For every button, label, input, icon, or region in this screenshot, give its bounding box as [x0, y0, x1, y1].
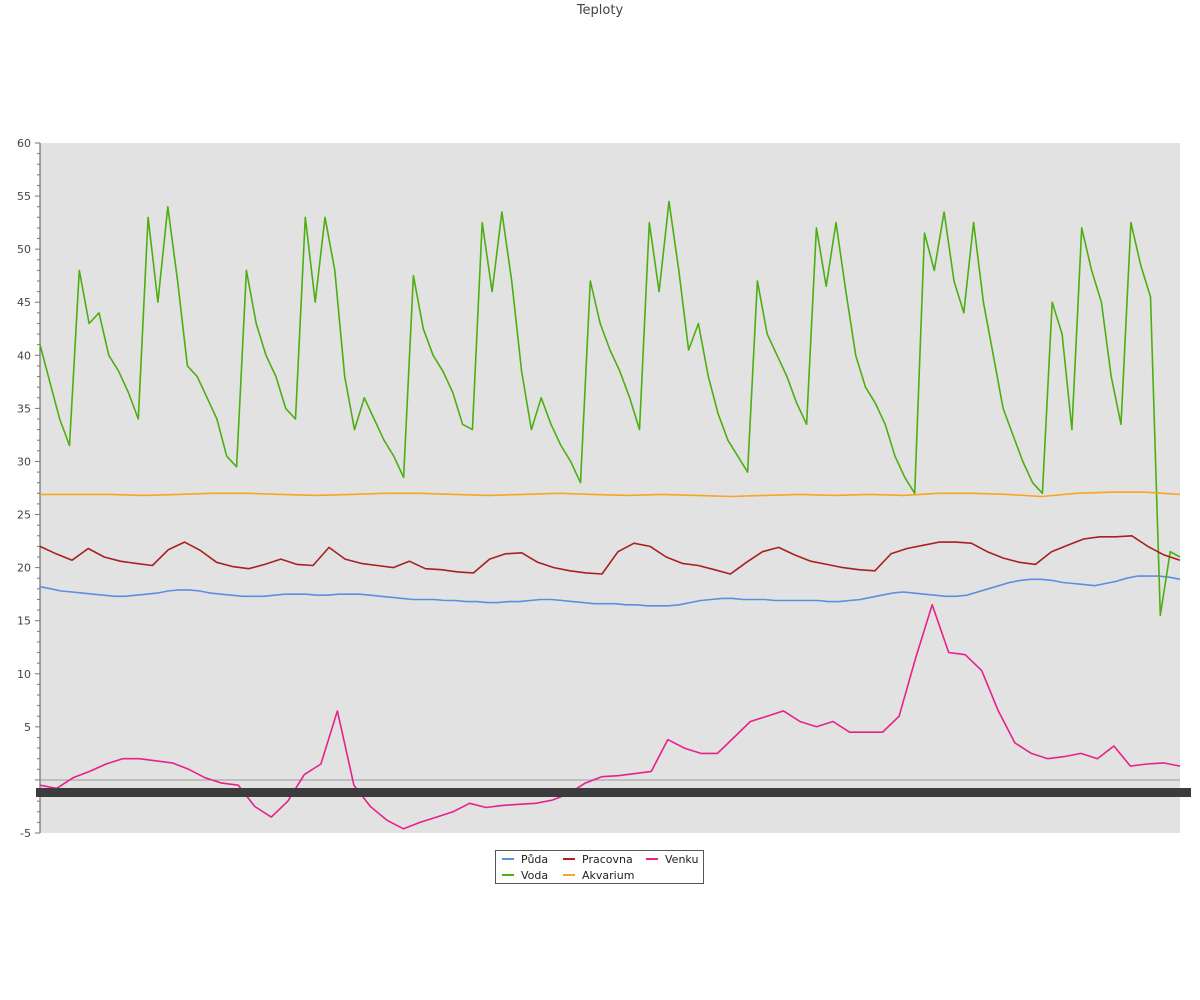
plot-area [40, 143, 1180, 833]
y-tick-label: 45 [17, 296, 31, 309]
series-line-venku [39, 603, 1181, 830]
series-line-p-da [39, 575, 1181, 607]
y-tick-label: -5 [20, 827, 31, 840]
y-tick-label: 30 [17, 455, 31, 468]
legend-item: Půda [502, 853, 548, 867]
legend-swatch [646, 858, 658, 860]
y-tick-label: 15 [17, 615, 31, 628]
series-group [39, 200, 1181, 830]
legend-label: Pracovna [582, 853, 633, 866]
series-line-voda [39, 200, 1181, 617]
y-tick-label: 55 [17, 190, 31, 203]
legend-label: Akvarium [582, 869, 635, 882]
y-tick-label: 60 [17, 137, 31, 150]
series-line-pracovna [39, 534, 1181, 575]
legend-swatch [502, 858, 514, 860]
y-tick-label: 20 [17, 562, 31, 575]
legend: Půda Voda Pracovna Akvarium Venku [495, 850, 704, 884]
series-line-akvarium [40, 491, 1181, 498]
x-axis-label-band [36, 788, 1191, 797]
legend-item: Akvarium [563, 869, 634, 883]
y-tick-label: 50 [17, 243, 31, 256]
legend-label: Venku [665, 853, 699, 866]
legend-item: Pracovna [563, 853, 633, 867]
legend-swatch [502, 874, 514, 876]
legend-swatch [563, 858, 575, 860]
legend-label: Půda [521, 853, 549, 866]
legend-item: Voda [502, 869, 548, 883]
legend-item: Venku [646, 853, 698, 867]
y-tick-label: 35 [17, 402, 31, 415]
legend-swatch [563, 874, 575, 876]
legend-label: Voda [521, 869, 549, 882]
chart-title: Teploty [576, 3, 624, 18]
y-tick-label: 25 [17, 509, 31, 522]
y-tick-label: 40 [17, 349, 31, 362]
y-tick-label: 10 [17, 668, 31, 681]
y-axis: 60 55 50 45 40 35 30 25 20 15 10 5 -5 [17, 137, 41, 840]
y-tick-label: 5 [24, 721, 31, 734]
